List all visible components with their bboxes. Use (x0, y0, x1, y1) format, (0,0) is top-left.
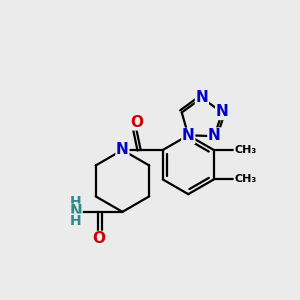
Text: H: H (70, 214, 81, 228)
Text: N: N (69, 204, 82, 219)
Text: N: N (182, 128, 195, 143)
Text: CH₃: CH₃ (234, 145, 256, 155)
Text: O: O (130, 115, 143, 130)
Text: N: N (208, 128, 221, 143)
Text: O: O (92, 231, 105, 246)
Text: H: H (70, 195, 81, 209)
Text: N: N (196, 90, 208, 105)
Text: N: N (216, 104, 228, 119)
Text: N: N (116, 142, 129, 158)
Text: CH₃: CH₃ (234, 174, 256, 184)
